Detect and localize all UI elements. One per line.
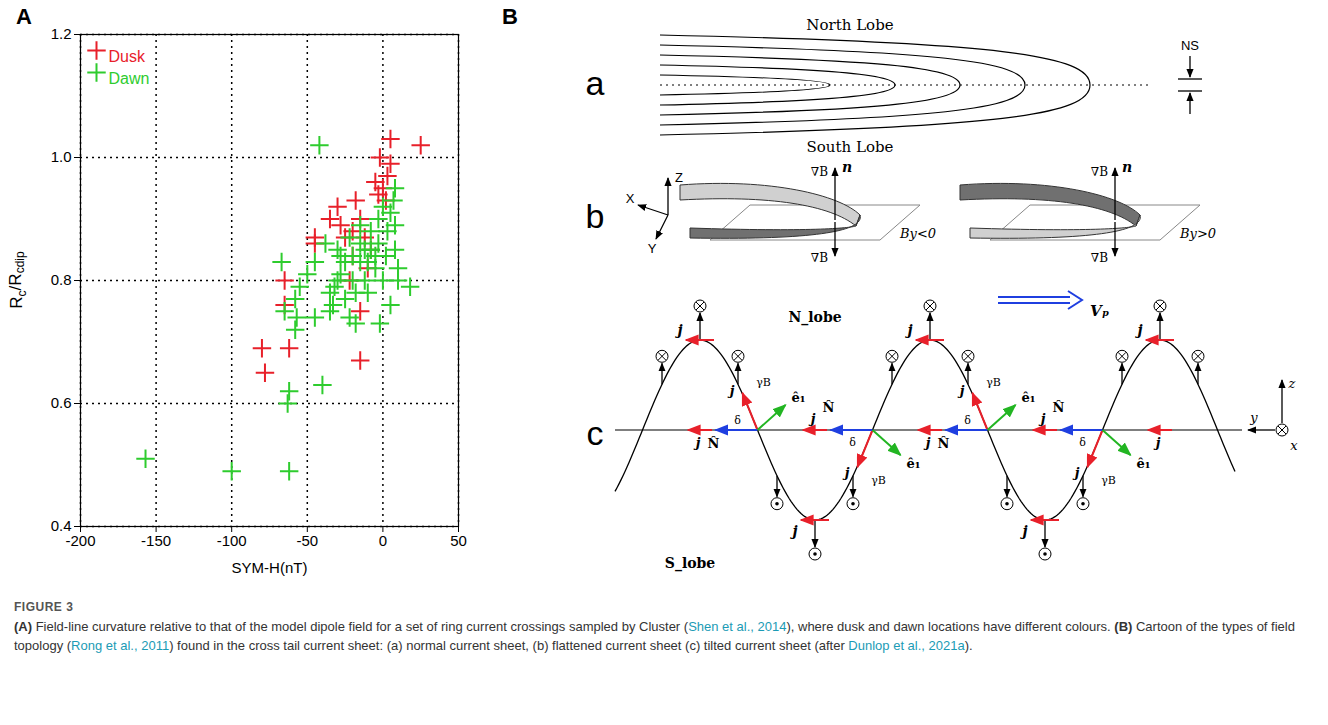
svg-text:j: j <box>674 322 682 338</box>
svg-text:1.2: 1.2 <box>51 25 72 42</box>
svg-text:Rc/Rcdip: Rc/Rcdip <box>6 251 29 309</box>
html-text:FIGURE 3: FIGURE 3 <box>14 600 74 614</box>
svg-text:ê₁: ê₁ <box>792 390 806 405</box>
svg-text:N̂: N̂ <box>1053 400 1065 415</box>
svg-text:∇B: ∇B <box>811 165 828 179</box>
svg-text:-100: -100 <box>217 532 247 549</box>
svg-text:N̂: N̂ <box>823 400 835 415</box>
svg-text:j: j <box>1072 465 1080 480</box>
svg-text:j: j <box>789 523 797 539</box>
svg-text:-50: -50 <box>296 532 318 549</box>
svg-text:ê₁: ê₁ <box>907 456 921 471</box>
svg-text:0.6: 0.6 <box>51 394 72 411</box>
svg-text:Y: Y <box>648 241 657 256</box>
svg-text:0.8: 0.8 <box>51 271 72 288</box>
svg-text:a: a <box>586 64 605 102</box>
svg-text:b: b <box>586 197 605 235</box>
svg-text:S_lobe: S_lobe <box>665 555 716 572</box>
svg-text:Z: Z <box>675 170 683 185</box>
html-text:(A) Field-line curvature relat: (A) Field-line curvature relative to tha… <box>14 619 1295 653</box>
svg-text:j: j <box>1153 435 1161 450</box>
svg-text:x: x <box>1290 438 1298 453</box>
svg-text:Dusk: Dusk <box>109 48 146 65</box>
svg-text:γB: γB <box>871 474 886 487</box>
svg-text:y: y <box>1249 410 1258 425</box>
svg-text:c: c <box>587 414 604 452</box>
svg-text:j: j <box>1019 523 1027 539</box>
svg-text:j: j <box>1038 411 1046 426</box>
svg-text:ê₁: ê₁ <box>1137 456 1151 471</box>
svg-text:B: B <box>502 4 518 29</box>
svg-text:γB: γB <box>986 376 1001 389</box>
svg-text:-200: -200 <box>65 532 95 549</box>
svg-text:By<0: By<0 <box>899 226 936 241</box>
svg-text:North Lobe: North Lobe <box>806 16 893 34</box>
svg-text:X: X <box>626 191 635 206</box>
svg-text:0: 0 <box>379 532 387 549</box>
html-text:A: A <box>16 4 32 29</box>
svg-text:South Lobe: South Lobe <box>807 138 894 156</box>
svg-text:N̂: N̂ <box>708 436 720 451</box>
svg-text:By>0: By>0 <box>1179 226 1216 241</box>
svg-text:∇B: ∇B <box>811 251 828 265</box>
svg-text:N_lobe: N_lobe <box>788 309 841 326</box>
svg-text:0.4: 0.4 <box>50 517 72 535</box>
svg-text:γB: γB <box>1101 474 1116 487</box>
svg-text:∇B: ∇B <box>1091 251 1108 265</box>
svg-text:γB: γB <box>756 376 771 389</box>
svg-text:j: j <box>1134 322 1142 338</box>
svg-text:j: j <box>957 383 965 398</box>
svg-text:∇B: ∇B <box>1091 165 1108 179</box>
svg-text:z: z <box>1288 376 1296 391</box>
svg-text:SYM-H(nT): SYM-H(nT) <box>232 559 308 576</box>
svg-text:ê₁: ê₁ <box>1022 390 1036 405</box>
svg-text:j: j <box>904 322 912 338</box>
svg-text:1.0: 1.0 <box>51 148 72 165</box>
svg-text:Dawn: Dawn <box>109 70 150 87</box>
svg-text:j: j <box>923 435 931 450</box>
svg-text:δ: δ <box>1079 436 1086 449</box>
svg-text:n: n <box>1122 159 1132 175</box>
svg-text:j: j <box>808 411 816 426</box>
svg-text:n: n <box>842 159 852 175</box>
svg-text:j: j <box>727 383 735 398</box>
svg-text:δ: δ <box>734 414 741 427</box>
svg-text:j: j <box>842 465 850 480</box>
svg-text:Vₚ: Vₚ <box>1090 302 1109 320</box>
svg-text:-150: -150 <box>141 532 171 549</box>
svg-text:δ: δ <box>964 414 971 427</box>
svg-text:j: j <box>693 435 701 450</box>
svg-text:N̂: N̂ <box>938 436 950 451</box>
svg-text:δ: δ <box>849 436 856 449</box>
svg-text:NS: NS <box>1181 38 1199 53</box>
svg-text:50: 50 <box>450 532 467 549</box>
